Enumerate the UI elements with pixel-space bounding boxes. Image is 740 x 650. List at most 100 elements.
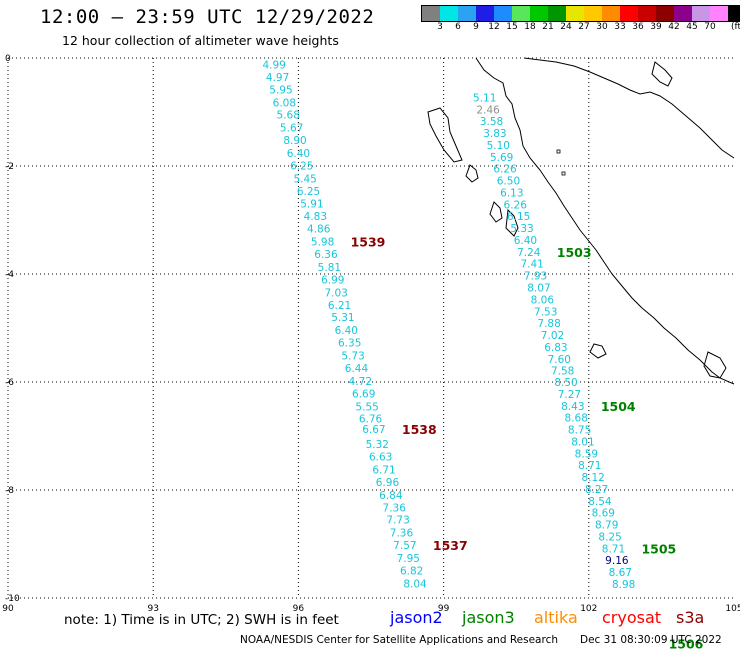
swh-value: 6.44 bbox=[345, 363, 369, 375]
swh-value: 8.68 bbox=[565, 413, 588, 425]
swh-value: 8.27 bbox=[585, 484, 608, 496]
y-tick-label: -10 bbox=[5, 594, 20, 604]
colorbar-label: 12 bbox=[488, 22, 500, 32]
swh-value: 7.60 bbox=[548, 354, 571, 366]
swh-value: 7.36 bbox=[390, 528, 414, 540]
swh-value: 7.53 bbox=[534, 306, 557, 318]
swh-value: 6.40 bbox=[335, 325, 358, 337]
x-tick-label: 93 bbox=[147, 604, 158, 614]
swh-value: 7.58 bbox=[551, 366, 574, 378]
colorbar-label: 45 bbox=[686, 22, 698, 32]
colorbar-label: 24 bbox=[560, 22, 572, 32]
swh-value: 8.01 bbox=[571, 436, 594, 448]
swh-value: 7.73 bbox=[386, 515, 409, 527]
swh-value: 8.75 bbox=[568, 425, 591, 437]
coastline bbox=[465, 164, 479, 183]
swh-value: 8.98 bbox=[612, 579, 635, 591]
swh-value: 7.93 bbox=[524, 271, 547, 283]
satellite-jason2: jason2 bbox=[390, 608, 443, 627]
swh-value: 8.54 bbox=[588, 496, 612, 508]
swh-value: 5.11 bbox=[473, 92, 496, 104]
swh-value: 6.26 bbox=[493, 164, 517, 176]
swh-value: 8.59 bbox=[575, 448, 598, 460]
colorbar-swatch bbox=[656, 6, 674, 21]
colorbar-swatch bbox=[584, 6, 602, 21]
colorbar-label: 15 bbox=[506, 22, 518, 32]
colorbar-label: 27 bbox=[578, 22, 590, 32]
swh-value: 5.95 bbox=[269, 84, 292, 96]
swh-value: 6.50 bbox=[497, 176, 520, 188]
pass-label: 1506 bbox=[669, 636, 704, 650]
swh-value: 8.12 bbox=[581, 472, 604, 484]
swh-value: 6.67 bbox=[362, 424, 385, 436]
pass-label: 1539 bbox=[351, 235, 386, 250]
swh-value: 6.40 bbox=[514, 235, 537, 247]
swh-value: 5.73 bbox=[341, 351, 364, 363]
coastline bbox=[651, 61, 673, 87]
swh-value: 6.63 bbox=[369, 452, 392, 464]
swh-value: 7.36 bbox=[383, 502, 407, 514]
swh-value: 9.16 bbox=[605, 555, 629, 567]
colorbar-label: 9 bbox=[473, 22, 479, 32]
swh-value: 8.25 bbox=[598, 531, 621, 543]
swh-value: 7.57 bbox=[393, 540, 416, 552]
swh-value: 5.98 bbox=[311, 237, 334, 249]
swh-value: 4.83 bbox=[304, 211, 327, 223]
swh-value: 5.68 bbox=[277, 110, 300, 122]
swh-value: 7.03 bbox=[324, 287, 347, 299]
y-tick-label: -6 bbox=[5, 378, 14, 388]
y-tick-label: 0 bbox=[5, 54, 11, 64]
colorbar-unit: (ft) bbox=[731, 22, 740, 32]
swh-value: 3.58 bbox=[480, 116, 503, 128]
swh-value: 6.83 bbox=[544, 342, 567, 354]
colorbar-swatch bbox=[566, 6, 584, 21]
swh-value: 2.46 bbox=[476, 104, 500, 116]
colorbar-swatch bbox=[476, 6, 494, 21]
coastline bbox=[505, 208, 519, 237]
swh-value: 7.95 bbox=[397, 553, 420, 565]
x-tick-label: 105 bbox=[725, 604, 740, 614]
colorbar-swatch bbox=[458, 6, 476, 21]
swh-value: 3.83 bbox=[483, 128, 506, 140]
swh-value: 6.76 bbox=[359, 414, 383, 426]
colorbar-swatch bbox=[692, 6, 710, 21]
swh-value: 5.10 bbox=[487, 140, 510, 152]
swh-value: 8.71 bbox=[602, 543, 625, 555]
coastline bbox=[523, 57, 735, 159]
colorbar-swatch bbox=[602, 6, 620, 21]
swh-value: 8.71 bbox=[578, 460, 601, 472]
swh-value: 8.90 bbox=[283, 135, 306, 147]
swh-value: 6.21 bbox=[328, 300, 351, 312]
y-tick-label: -4 bbox=[5, 270, 14, 280]
satellite-jason3: jason3 bbox=[462, 608, 515, 627]
colorbar-label: 3 bbox=[437, 22, 443, 32]
colorbar-label: 6 bbox=[455, 22, 461, 32]
swh-value: 6.40 bbox=[287, 148, 310, 160]
swh-value: 6.84 bbox=[379, 490, 403, 502]
small-island bbox=[561, 171, 566, 176]
colorbar-label: 30 bbox=[596, 22, 608, 32]
swh-value: 6.13 bbox=[500, 187, 523, 199]
swh-value: 6.96 bbox=[376, 477, 400, 489]
colorbar-label: 33 bbox=[614, 22, 626, 32]
pass-label: 1538 bbox=[402, 422, 437, 437]
swh-value: 5.67 bbox=[280, 123, 303, 135]
satellite-s3a: s3a bbox=[676, 608, 705, 627]
x-tick-label: 90 bbox=[2, 604, 14, 614]
swh-value: 6.82 bbox=[400, 565, 423, 577]
colorbar-label: 18 bbox=[524, 22, 536, 32]
colorbar-swatch bbox=[548, 6, 566, 21]
swh-value: 5.45 bbox=[293, 173, 316, 185]
swh-value: 4.86 bbox=[307, 224, 331, 236]
colorbar bbox=[421, 5, 740, 22]
swh-value: 8.79 bbox=[595, 520, 618, 532]
swh-value: 4.99 bbox=[263, 59, 286, 71]
swh-value: 8.69 bbox=[592, 508, 615, 520]
pass-label: 1505 bbox=[641, 541, 676, 556]
y-tick-label: -8 bbox=[5, 486, 14, 496]
colorbar-swatch bbox=[620, 6, 638, 21]
swh-value: 5.91 bbox=[300, 198, 323, 210]
x-tick-label: 99 bbox=[438, 604, 450, 614]
pass-label: 1503 bbox=[557, 245, 592, 260]
